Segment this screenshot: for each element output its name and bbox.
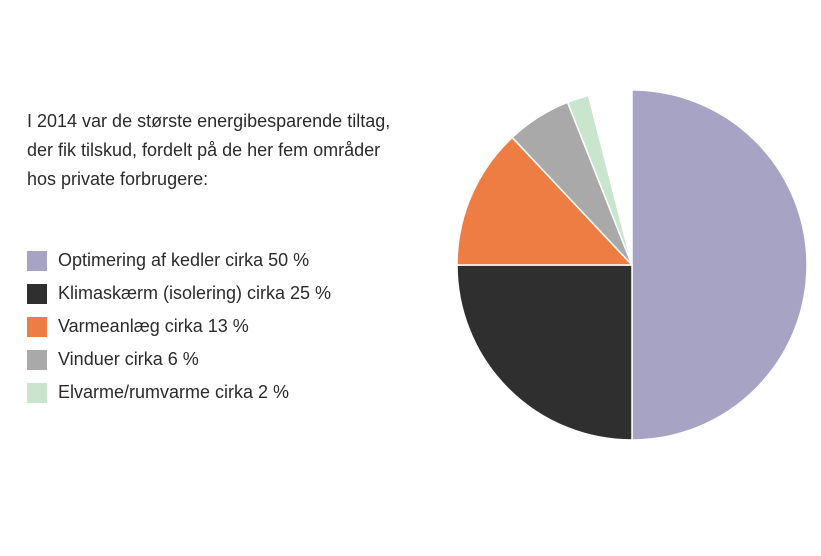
pie-slice <box>456 264 633 441</box>
legend-swatch <box>27 349 47 370</box>
legend-label: Varmeanlæg cirka 13 % <box>58 316 249 336</box>
chart-intro-text: I 2014 var de største energibesparende t… <box>27 107 447 194</box>
legend-swatch <box>27 316 47 337</box>
pie-slice <box>566 94 633 266</box>
legend-item: Elvarme/rumvarme cirka 2 % <box>27 376 331 409</box>
legend-swatch <box>27 283 47 304</box>
legend-swatch <box>27 250 47 271</box>
intro-line: der fik tilskud, fordelt på de her fem o… <box>27 140 381 160</box>
legend-label: Vinduer cirka 6 % <box>58 349 199 369</box>
legend-label: Klimaskærm (isolering) cirka 25 % <box>58 283 332 303</box>
legend-item: Varmeanlæg cirka 13 % <box>27 310 331 343</box>
pie-slice <box>631 89 808 441</box>
legend-item: Klimaskærm (isolering) cirka 25 % <box>27 277 331 310</box>
intro-line: hos private forbrugere: <box>27 169 209 189</box>
pie-chart <box>456 89 808 441</box>
intro-line: I 2014 var de største energibesparende t… <box>27 111 391 131</box>
legend-item: Vinduer cirka 6 % <box>27 343 331 376</box>
legend-item: Optimering af kedler cirka 50 % <box>27 244 331 277</box>
legend-label: Optimering af kedler cirka 50 % <box>58 250 310 270</box>
legend-swatch <box>27 382 47 403</box>
chart-legend: Optimering af kedler cirka 50 % Klimaskæ… <box>27 244 331 409</box>
legend-label: Elvarme/rumvarme cirka 2 % <box>58 382 290 402</box>
pie-slice <box>456 136 633 266</box>
